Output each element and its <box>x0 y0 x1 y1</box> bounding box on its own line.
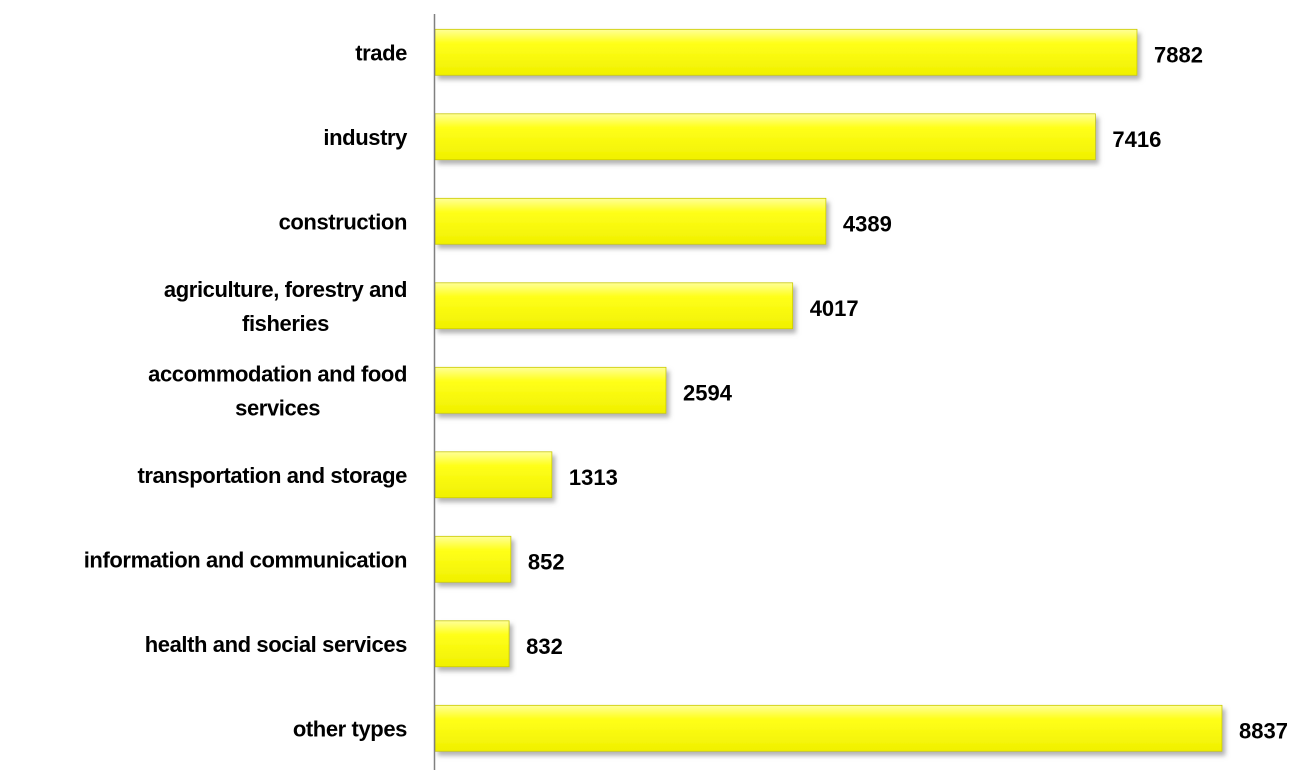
value-label-5: 1313 <box>569 465 618 490</box>
value-label-7: 832 <box>526 634 563 659</box>
bar-6 <box>434 535 512 583</box>
value-label-8: 8837 <box>1239 718 1288 743</box>
category-label-line: industry <box>323 125 408 150</box>
value-label-2: 4389 <box>843 211 892 236</box>
value-labels-layer: 7882 7416 4389 4017 2594 1313 852 832 8837 <box>526 42 1288 743</box>
category-label-line: fisheries <box>242 311 329 336</box>
category-label-7: health and social services <box>145 632 407 657</box>
category-label-line: services <box>235 395 320 420</box>
value-label-6: 852 <box>528 549 565 574</box>
bar-0 <box>434 28 1138 76</box>
category-label-6: information and communication <box>84 547 407 572</box>
category-label-line: other types <box>293 716 407 741</box>
category-label-1: industry <box>323 125 408 150</box>
category-label-3: agriculture, forestry and fisheries <box>164 277 407 336</box>
category-label-line: trade <box>355 40 407 65</box>
bar-1 <box>434 113 1096 161</box>
bar-8 <box>434 704 1223 752</box>
bar-4 <box>434 366 667 414</box>
bars-layer <box>434 28 1223 752</box>
category-label-2: construction <box>279 209 407 234</box>
value-label-4: 2594 <box>683 380 733 405</box>
category-label-line: health and social services <box>145 632 407 657</box>
category-label-8: other types <box>293 716 407 741</box>
bar-5 <box>434 451 553 499</box>
category-label-0: trade <box>355 40 407 65</box>
value-label-0: 7882 <box>1154 42 1203 67</box>
category-label-4: accommodation and food services <box>148 361 407 420</box>
value-label-1: 7416 <box>1112 127 1161 152</box>
category-label-line: construction <box>279 209 407 234</box>
category-label-line: transportation and storage <box>137 463 407 488</box>
category-label-line: information and communication <box>84 547 407 572</box>
category-label-line: agriculture, forestry and <box>164 277 407 302</box>
value-label-3: 4017 <box>810 296 859 321</box>
category-label-line: accommodation and food <box>148 361 407 386</box>
category-labels-layer: trade industry construction agriculture, fo… <box>84 40 409 741</box>
bar-2 <box>434 197 827 245</box>
bar-3 <box>434 282 794 330</box>
category-label-5: transportation and storage <box>137 463 407 488</box>
bar-7 <box>434 620 510 668</box>
